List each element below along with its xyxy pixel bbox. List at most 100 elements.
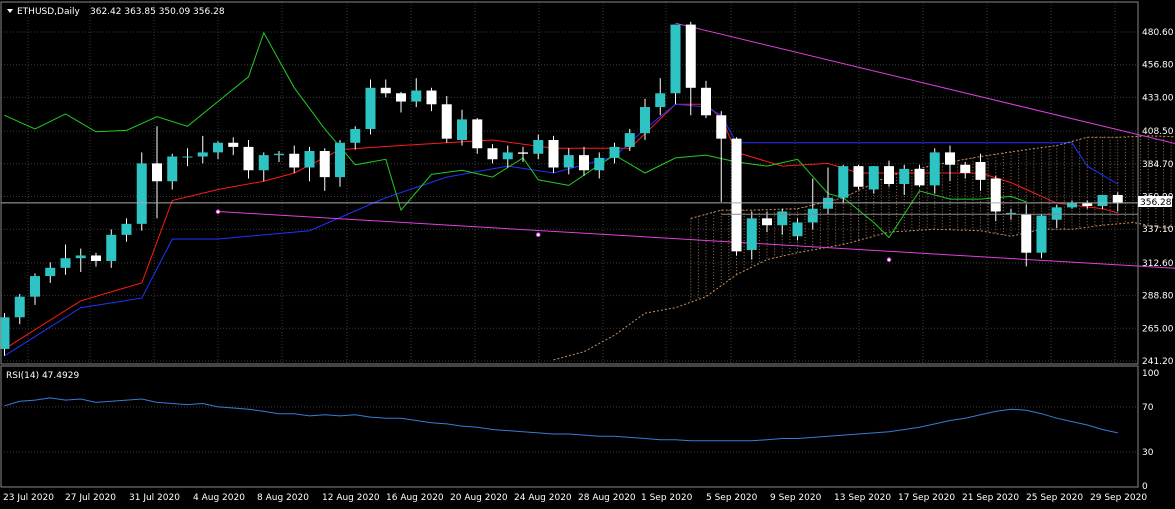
candle-body bbox=[960, 164, 971, 173]
y-tick-label: 241.20 bbox=[1142, 357, 1174, 367]
candle-body bbox=[1112, 194, 1123, 204]
rsi-tick-label: 100 bbox=[1142, 369, 1159, 379]
collapse-triangle-icon[interactable] bbox=[7, 9, 13, 13]
candle-body bbox=[350, 129, 361, 143]
ohlc-readout: 362.42 363.85 350.09 356.28 bbox=[90, 7, 225, 17]
candle-body bbox=[777, 211, 788, 226]
x-tick-label: 29 Sep 2020 bbox=[1090, 493, 1147, 503]
candle-body bbox=[975, 162, 986, 180]
candle-body bbox=[441, 104, 452, 139]
rsi-tick-label: 70 bbox=[1142, 403, 1154, 413]
candle-body bbox=[380, 87, 391, 94]
candle-body bbox=[853, 166, 864, 187]
x-tick-label: 17 Sep 2020 bbox=[898, 493, 955, 503]
x-tick-label: 16 Aug 2020 bbox=[386, 493, 444, 503]
candle-body bbox=[701, 87, 711, 116]
x-tick-label: 9 Sep 2020 bbox=[770, 493, 822, 503]
x-tick-label: 4 Aug 2020 bbox=[193, 493, 245, 503]
candle-body bbox=[884, 166, 894, 184]
candle-body bbox=[258, 155, 269, 171]
x-tick-label: 27 Jul 2020 bbox=[65, 493, 116, 503]
candle-body bbox=[1036, 215, 1047, 253]
candle-body bbox=[533, 140, 544, 154]
candle-body bbox=[518, 152, 528, 154]
candles bbox=[0, 21, 1123, 356]
y-tick-label: 384.70 bbox=[1142, 160, 1174, 170]
candle-body bbox=[731, 138, 742, 252]
candle-body bbox=[1006, 212, 1016, 215]
chikou-line bbox=[4, 31, 1027, 239]
candle-body bbox=[929, 152, 940, 186]
symbol-timeframe: ETHUSD,Daily bbox=[17, 7, 80, 17]
candle-body bbox=[1051, 207, 1062, 220]
candle-body bbox=[990, 178, 1001, 212]
x-tick-label: 24 Aug 2020 bbox=[514, 493, 572, 503]
senkou-span-b-line bbox=[553, 221, 1175, 361]
rsi-grid bbox=[1, 406, 1138, 453]
current-price-box bbox=[1138, 196, 1172, 207]
candle-body bbox=[762, 218, 772, 226]
fractal-marker bbox=[215, 209, 221, 215]
y-tick-label: 433.00 bbox=[1142, 93, 1174, 103]
fractal-marker bbox=[535, 232, 541, 238]
candle-body bbox=[319, 151, 330, 178]
current-price-label: 356.28 bbox=[1140, 198, 1172, 208]
candle-body bbox=[304, 151, 315, 168]
candle-body bbox=[426, 90, 437, 105]
y-tick-label: 480.60 bbox=[1142, 28, 1174, 38]
candle-body bbox=[60, 258, 71, 268]
candle-body bbox=[152, 163, 162, 182]
candle-body bbox=[30, 276, 40, 297]
candle-body bbox=[746, 218, 757, 250]
rsi-tick-label: 0 bbox=[1142, 482, 1148, 492]
fractal-markers bbox=[215, 209, 892, 263]
candle-body bbox=[0, 317, 10, 349]
x-tick-label: 12 Aug 2020 bbox=[322, 493, 380, 503]
candle-body bbox=[167, 156, 178, 182]
candle-body bbox=[945, 152, 955, 165]
candle-body bbox=[716, 115, 727, 139]
candle-body bbox=[472, 119, 483, 149]
candle-body bbox=[182, 156, 193, 158]
candle-body bbox=[274, 153, 284, 156]
candle-body bbox=[1097, 194, 1108, 206]
candle-body bbox=[106, 234, 117, 261]
candle-body bbox=[14, 296, 25, 318]
x-tick-label: 25 Sep 2020 bbox=[1026, 493, 1083, 503]
candle-body bbox=[899, 168, 910, 184]
x-tick-label: 21 Sep 2020 bbox=[962, 493, 1019, 503]
candle-body bbox=[655, 93, 666, 108]
trendline-upper-line bbox=[675, 22, 1175, 145]
candle-body bbox=[502, 152, 513, 160]
candle-body bbox=[121, 223, 132, 235]
y-tick-label: 456.80 bbox=[1142, 61, 1174, 71]
x-tick-label: 13 Sep 2020 bbox=[834, 493, 891, 503]
x-tick-label: 5 Sep 2020 bbox=[706, 493, 758, 503]
candle-body bbox=[365, 87, 376, 130]
y-tick-label: 312.60 bbox=[1142, 259, 1174, 269]
rsi-line bbox=[4, 397, 1118, 442]
y-tick-label: 337.10 bbox=[1142, 225, 1174, 235]
candle-body bbox=[228, 142, 239, 147]
x-tick-label: 20 Aug 2020 bbox=[450, 493, 508, 503]
candle-body bbox=[457, 119, 467, 141]
candle-body bbox=[1082, 203, 1093, 206]
candle-body bbox=[45, 267, 56, 277]
fractal-marker bbox=[886, 257, 892, 263]
main-plot-frame bbox=[0, 1, 1139, 365]
rsi-tick-label: 30 bbox=[1142, 448, 1154, 458]
candle-body bbox=[396, 93, 406, 102]
candle-body bbox=[670, 24, 681, 94]
candle-body bbox=[289, 153, 300, 168]
candle-body bbox=[243, 146, 254, 171]
trendline-lower-line bbox=[217, 211, 1175, 269]
y-tick-label: 265.00 bbox=[1142, 324, 1174, 334]
candle-body bbox=[197, 152, 208, 157]
x-tick-label: 1 Sep 2020 bbox=[641, 493, 693, 503]
rsi-title: RSI(14) 47.4929 bbox=[6, 371, 79, 381]
candle-body bbox=[1067, 203, 1077, 208]
candle-body bbox=[579, 155, 589, 171]
candle-body bbox=[563, 155, 574, 168]
candle-body bbox=[487, 148, 498, 160]
